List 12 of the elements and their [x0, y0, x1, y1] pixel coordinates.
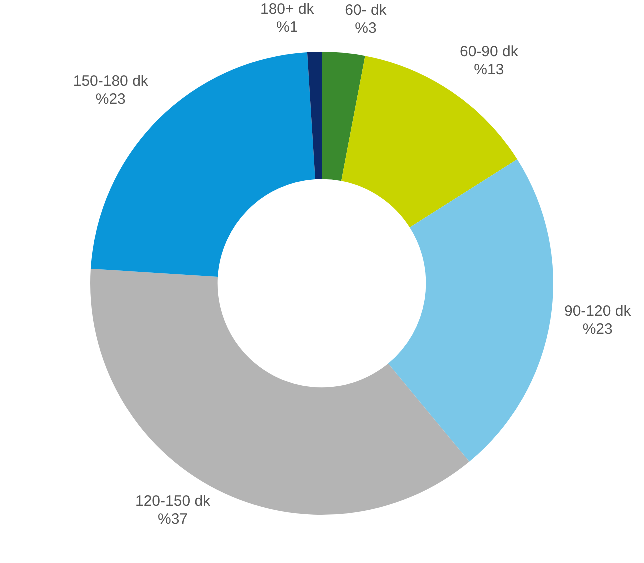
data-label: %37 — [158, 511, 188, 528]
slice-label: 180+ dk — [260, 1, 315, 18]
data-label: %23 — [582, 320, 613, 338]
slice-label: 120-150 dk — [135, 493, 212, 510]
data-label: %13 — [474, 61, 504, 78]
slice-label: 90-120 dk — [564, 302, 632, 320]
slice-label: 150-180 dk — [73, 72, 149, 90]
data-label: %23 — [96, 90, 126, 108]
data-label: %1 — [276, 19, 298, 36]
slice-label: 60-90 dk — [460, 43, 519, 60]
slice-label: 60- dk — [345, 2, 388, 20]
data-label: %3 — [355, 20, 377, 38]
